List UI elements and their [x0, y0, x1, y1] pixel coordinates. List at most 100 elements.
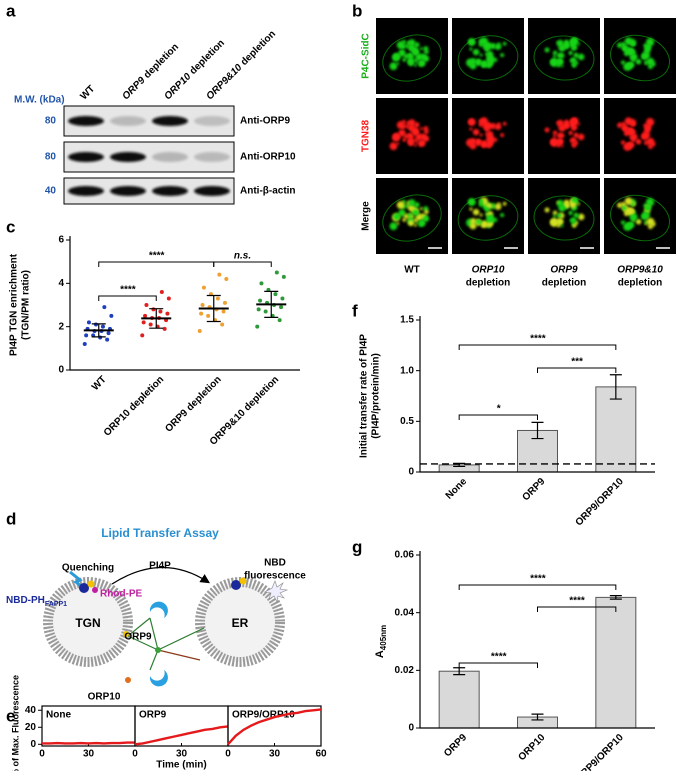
blot-band	[194, 186, 230, 196]
signal-blob	[469, 207, 473, 211]
micrograph	[604, 18, 676, 94]
signal-blob	[651, 141, 656, 147]
diagram-label: ORP9	[124, 632, 152, 643]
bar	[595, 386, 637, 473]
data-point	[197, 329, 202, 333]
panel-title: ORP9/ORP10	[232, 710, 295, 721]
panel-label: a	[6, 1, 16, 20]
signal-blob	[408, 199, 416, 207]
signal-blob	[629, 53, 638, 62]
lane-header: WT	[78, 83, 97, 102]
column-label: depletion	[618, 278, 662, 289]
blot-band	[110, 152, 146, 162]
y-axis-label: Initial transfer rate of PI4P	[359, 334, 370, 458]
data-point	[255, 324, 260, 329]
orp9-icon	[149, 601, 168, 618]
lane-header-part: ORP9&10	[204, 62, 244, 102]
signal-blob	[641, 53, 647, 60]
signal-blob	[480, 140, 488, 148]
micrograph	[452, 178, 524, 254]
signal-blob	[484, 127, 490, 132]
signal-blob	[494, 123, 502, 130]
signal-blob	[476, 139, 482, 145]
signal-blob	[561, 144, 564, 148]
data-point	[100, 324, 105, 329]
signal-blob	[418, 59, 426, 67]
signal-blob	[396, 121, 405, 129]
blot-band	[152, 152, 188, 162]
micrograph	[452, 18, 524, 94]
signal-blob	[469, 142, 477, 150]
y-tick-label: 0	[58, 365, 64, 376]
x-tick-label: ORP10 depletion	[102, 374, 166, 438]
x-axis-label: Time (min)	[156, 760, 206, 771]
signal-blob	[413, 138, 418, 143]
significance-bracket	[213, 261, 272, 267]
significance-bracket	[537, 367, 617, 373]
signal-blob	[502, 41, 507, 46]
signal-blob	[424, 49, 429, 55]
x-tick-label: 30	[176, 749, 188, 760]
blot-band	[152, 186, 188, 196]
signal-blob	[396, 142, 400, 145]
bar	[595, 596, 637, 729]
signal-blob	[553, 135, 557, 139]
y-axis-label: (PI4P/protein/min)	[371, 353, 382, 439]
signal-blob	[407, 220, 415, 227]
signal-blob	[500, 53, 505, 58]
signal-blob	[478, 199, 484, 204]
signal-blob	[413, 218, 418, 223]
signal-blob	[569, 41, 576, 49]
signal-blob	[570, 58, 574, 63]
micrograph	[376, 18, 448, 94]
signal-blob	[628, 221, 635, 228]
y-tick-label: 0.5	[400, 416, 414, 427]
signal-blob	[413, 58, 418, 63]
cell-outline	[610, 194, 670, 242]
significance-label: *	[496, 404, 501, 415]
cell-outline	[610, 34, 670, 82]
tgn-liposome	[43, 577, 133, 667]
y-tick-label: 0	[408, 467, 414, 478]
cell-outline	[382, 194, 442, 242]
signal-blob	[628, 141, 635, 148]
x-tick-label: None	[444, 476, 470, 502]
signal-blob	[620, 140, 626, 145]
signal-blob	[470, 138, 477, 145]
series-line	[134, 725, 229, 746]
cell-outline	[382, 34, 442, 82]
x-tick-label: WT	[90, 374, 109, 393]
signal-blob	[558, 124, 566, 132]
significance-label: ****	[530, 334, 547, 345]
x-tick-label: ORP9/ORP10	[574, 732, 626, 771]
signal-blob	[479, 133, 483, 137]
signal-blob	[424, 129, 429, 135]
signal-blob	[479, 213, 483, 217]
diagram-label: NBD	[264, 558, 286, 569]
signal-blob	[624, 37, 633, 46]
linker-node	[155, 647, 161, 653]
significance-label: ****	[120, 285, 137, 296]
signal-blob	[577, 133, 585, 141]
signal-blob	[398, 49, 406, 57]
signal-blob	[393, 52, 401, 61]
y-axis-label: % of Max. Fluorescence	[10, 675, 20, 771]
cell-outline	[533, 35, 595, 81]
blot-band	[152, 116, 188, 126]
x-tick-label: ORP9	[442, 732, 469, 759]
signal-blob	[416, 221, 419, 225]
signal-blob	[469, 62, 477, 70]
signal-blob	[573, 132, 579, 138]
bar	[438, 670, 480, 729]
cell-outline	[533, 195, 595, 241]
diagram-shapes	[43, 566, 289, 687]
signal-blob	[561, 64, 564, 68]
column-label: WT	[404, 265, 420, 276]
signal-blob	[644, 44, 652, 52]
signal-blob	[419, 47, 423, 51]
signal-blob	[422, 215, 430, 222]
signal-blob	[573, 52, 579, 58]
probe-icon	[231, 580, 241, 590]
data-point	[109, 313, 114, 318]
signal-blob	[407, 53, 412, 58]
